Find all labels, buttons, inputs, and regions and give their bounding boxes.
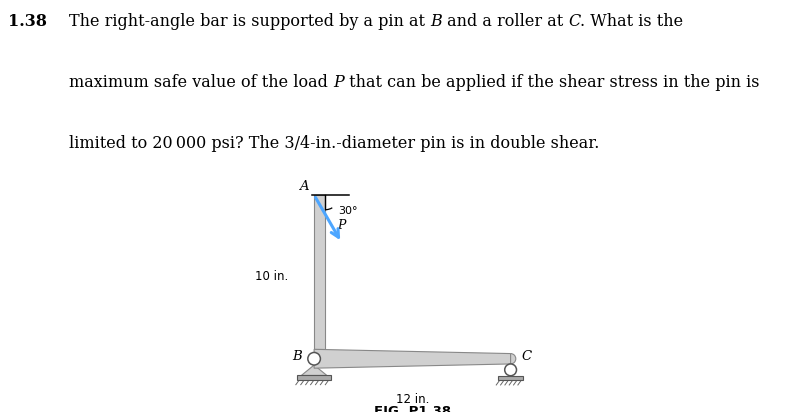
Text: 30°: 30° [337,206,358,216]
Text: P: P [332,74,344,91]
Text: FIG. P1.38: FIG. P1.38 [374,405,451,412]
Text: C: C [522,350,532,363]
Text: B: B [293,350,303,363]
Circle shape [505,364,516,376]
Bar [298,375,331,380]
Text: 12 in.: 12 in. [396,393,429,406]
Text: A: A [299,180,308,193]
Polygon shape [314,195,325,349]
Text: P: P [337,220,345,232]
Text: B: B [430,13,442,30]
Text: 10 in.: 10 in. [256,270,289,283]
Text: . What is the: . What is the [580,13,684,30]
Text: that can be applied if the shear stress in the pin is: that can be applied if the shear stress … [344,74,759,91]
Circle shape [308,353,320,365]
Text: The right-angle bar is supported by a pin at: The right-angle bar is supported by a pi… [69,13,430,30]
Polygon shape [314,349,510,368]
Text: C: C [568,13,580,30]
Text: limited to 20 000 psi? The 3/4-in.-diameter pin is in double shear.: limited to 20 000 psi? The 3/4-in.-diame… [69,135,599,152]
Text: maximum safe value of the load: maximum safe value of the load [69,74,332,91]
Bar [498,376,523,380]
Text: and a roller at: and a roller at [442,13,568,30]
Text: 1.38: 1.38 [8,13,47,30]
Polygon shape [301,365,327,375]
Wedge shape [510,353,516,364]
